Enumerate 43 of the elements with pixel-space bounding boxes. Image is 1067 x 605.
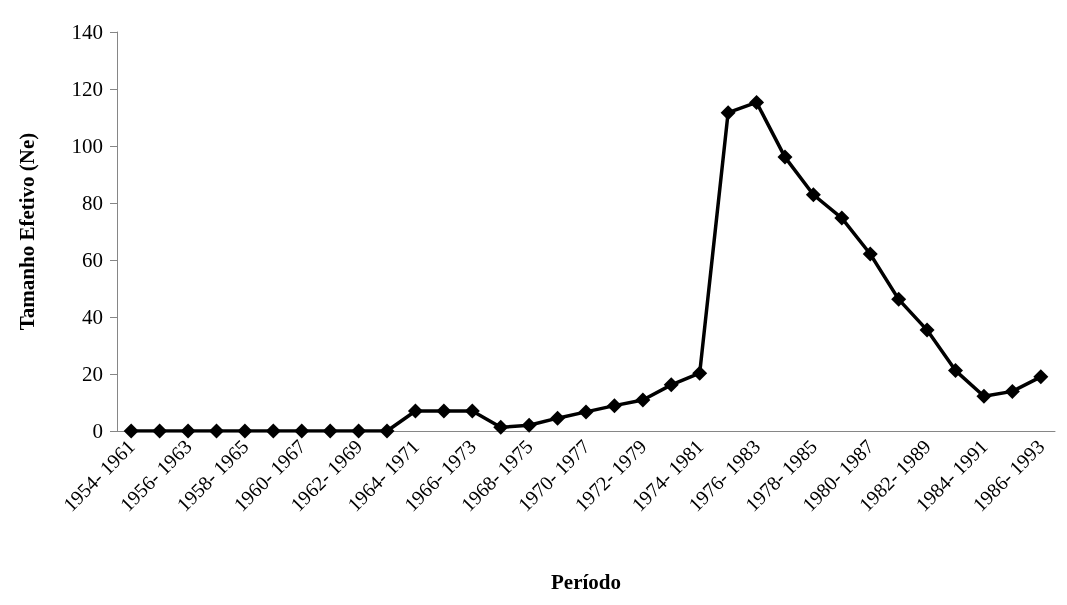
point [862, 246, 878, 262]
point [265, 423, 281, 439]
y-tick-label: 20 [82, 362, 103, 386]
point [294, 423, 310, 439]
point [123, 423, 139, 439]
y-tick-label: 0 [92, 419, 103, 443]
point [379, 423, 395, 439]
point [322, 423, 338, 439]
point [834, 210, 850, 226]
point [407, 403, 423, 419]
point [948, 363, 964, 379]
point [1033, 369, 1049, 385]
y-axis-title: Tamanho Efetivo (Ne) [14, 132, 39, 331]
point [464, 403, 480, 419]
y-tick-label: 140 [71, 20, 103, 44]
point [521, 417, 537, 433]
y-tick-label: 80 [82, 191, 103, 215]
x-axis-title: Período [551, 569, 621, 594]
point [180, 423, 196, 439]
point [976, 388, 992, 404]
y-tick-label: 120 [71, 77, 103, 101]
point [805, 187, 821, 203]
point [578, 404, 594, 420]
point [749, 94, 765, 110]
point [720, 105, 736, 121]
point [208, 423, 224, 439]
point [550, 410, 566, 426]
point [237, 423, 253, 439]
point [891, 291, 907, 307]
point [152, 423, 168, 439]
point [919, 322, 935, 338]
point [663, 377, 679, 393]
y-tick-label: 100 [71, 134, 103, 158]
point [1004, 383, 1020, 399]
y-tick-label: 60 [82, 248, 103, 272]
point [493, 419, 509, 435]
point [606, 398, 622, 414]
y-tick-label: 40 [82, 305, 103, 329]
point [635, 392, 651, 408]
point [351, 423, 367, 439]
point [777, 149, 793, 165]
point [436, 403, 452, 419]
point [692, 365, 708, 381]
